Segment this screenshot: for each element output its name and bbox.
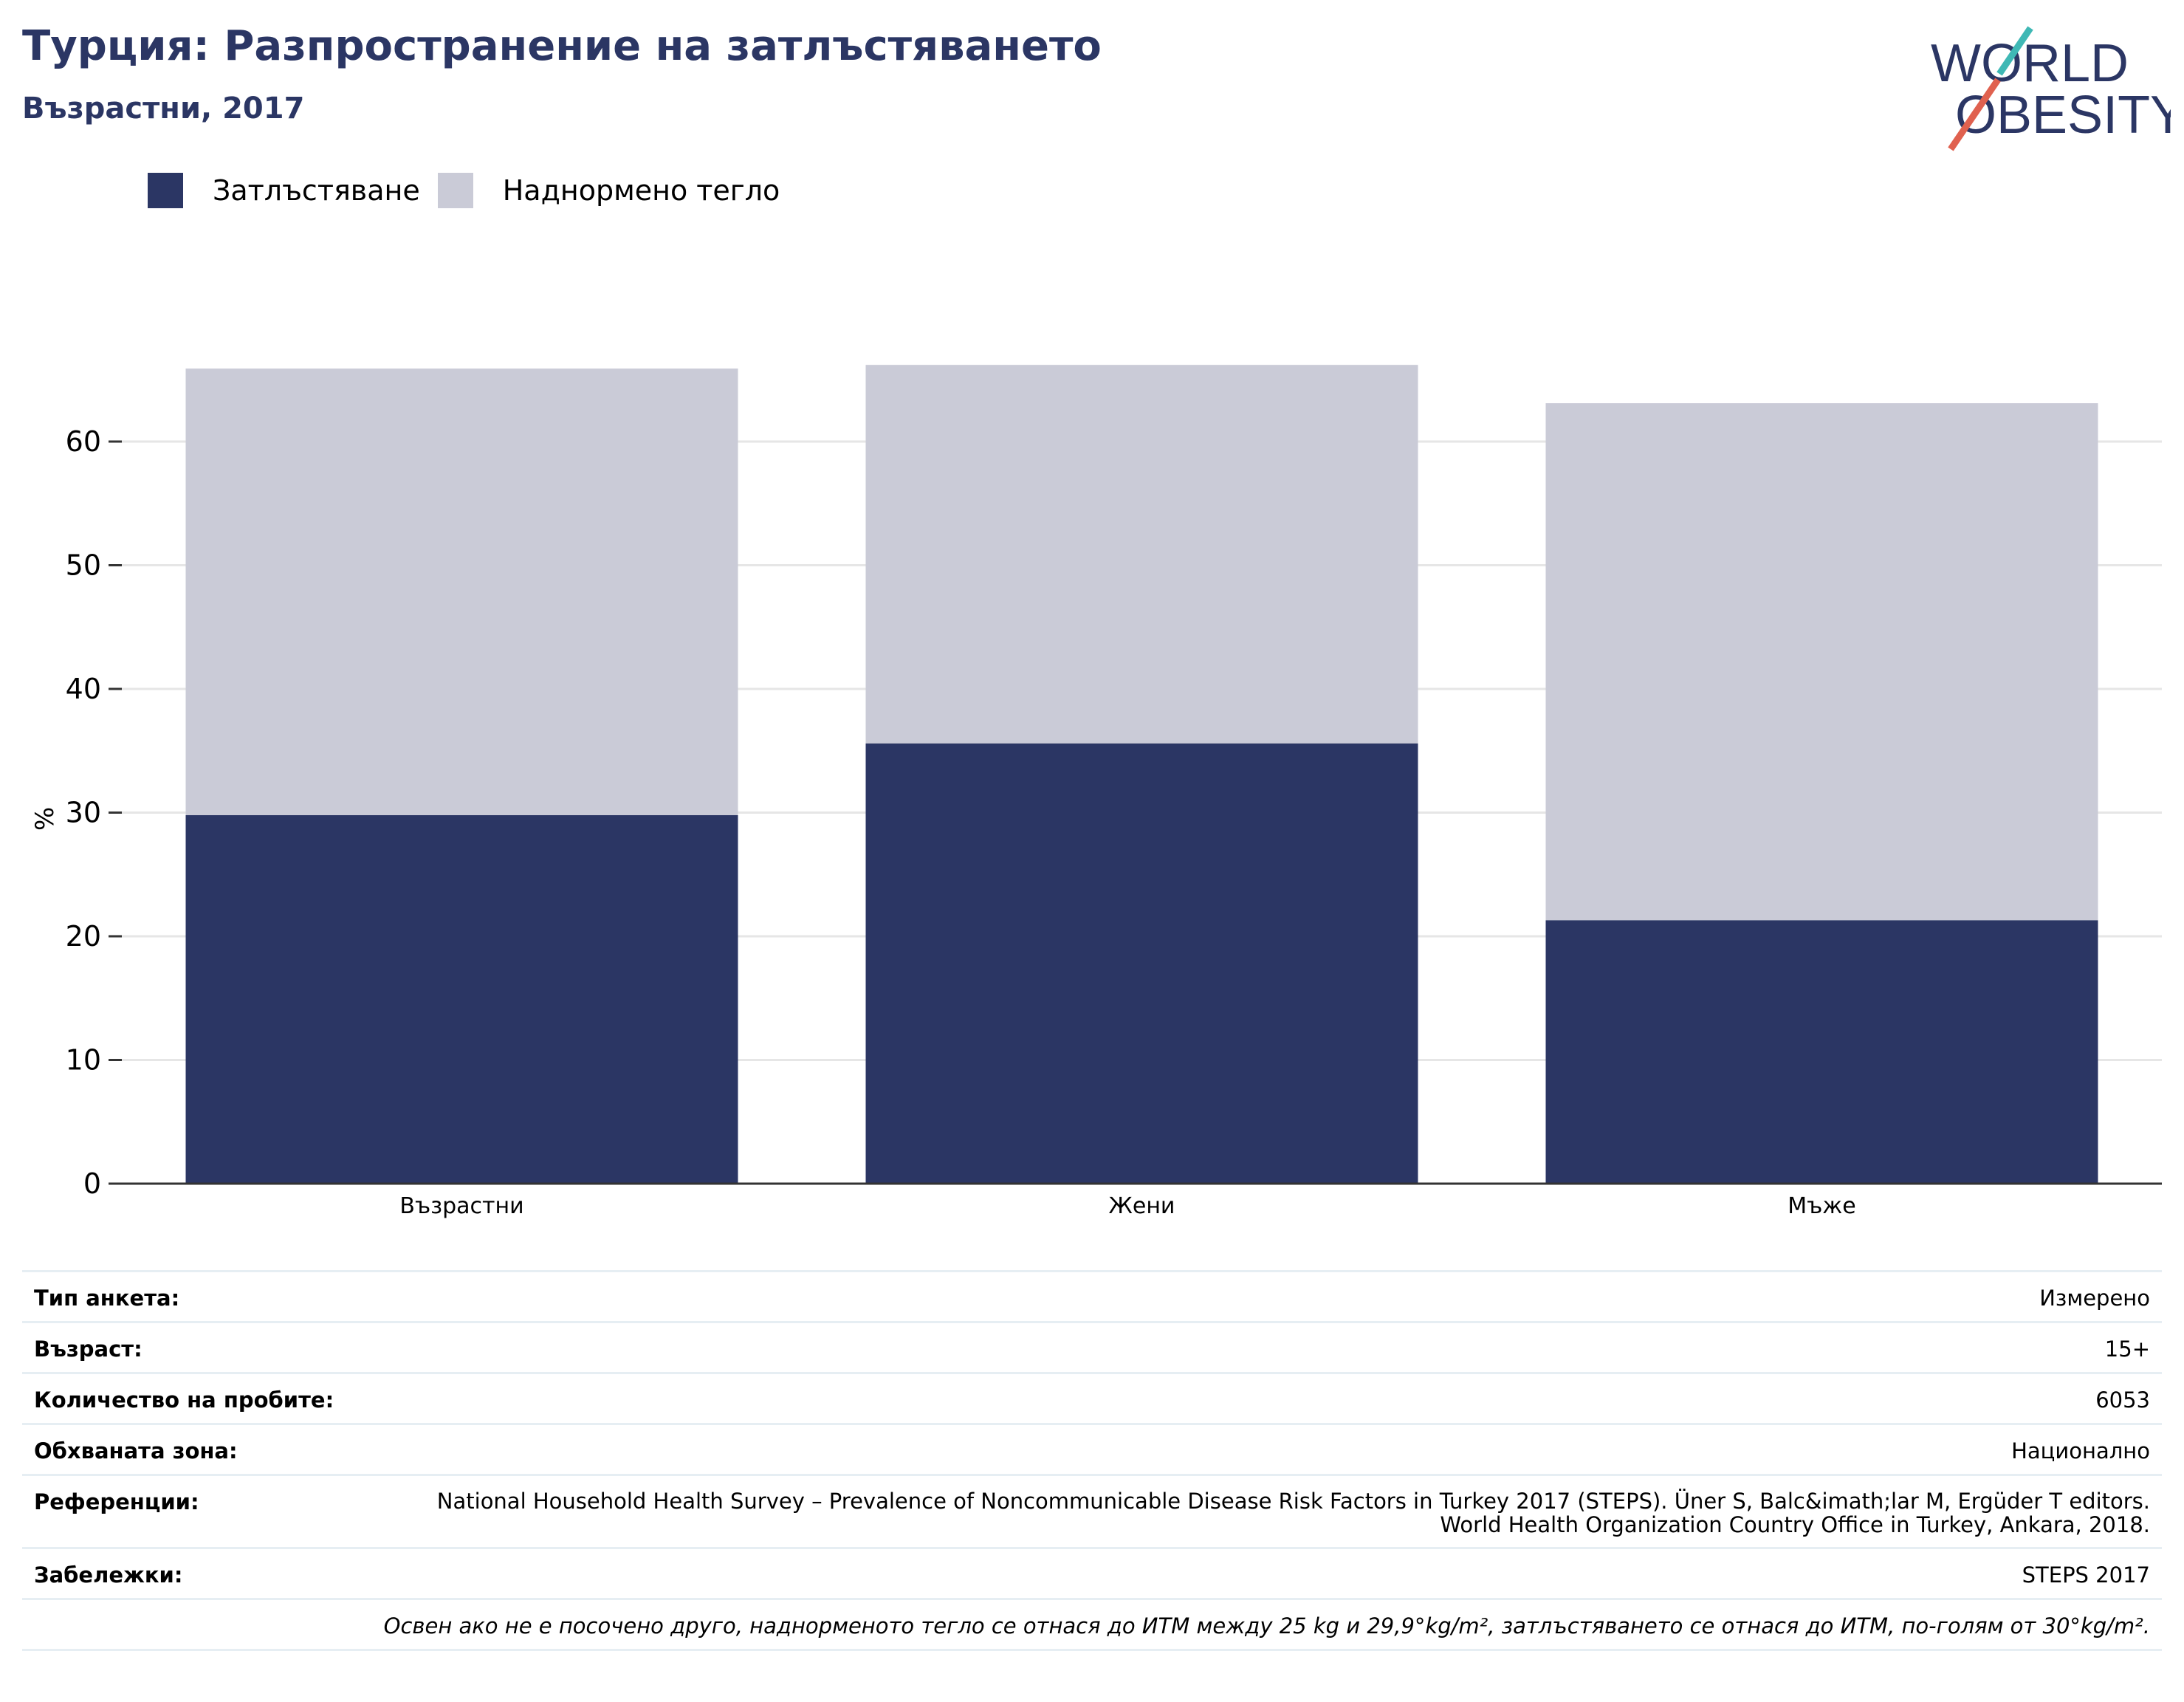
x-tick-label: Мъже xyxy=(1788,1193,1856,1219)
info-key: Референции: xyxy=(34,1489,199,1514)
x-tick-label: Възрастни xyxy=(399,1193,523,1219)
page-title: Турция: Разпространение на затлъстяванет… xyxy=(22,22,1102,70)
bar-obesity xyxy=(185,814,738,1184)
info-row-notes: Забележки: STEPS 2017 xyxy=(22,1547,2162,1598)
x-tick-label: Жени xyxy=(1109,1193,1175,1219)
logo-slash-teal xyxy=(1996,26,2033,76)
info-value: National Household Health Survey – Preva… xyxy=(436,1489,2150,1537)
legend: Затлъстяване Наднормено тегло xyxy=(148,171,797,210)
y-tick-label: 20 xyxy=(66,920,101,953)
y-tick-label: 10 xyxy=(66,1044,101,1077)
legend-item-overweight[interactable]: Наднормено тегло xyxy=(437,173,780,208)
legend-item-obesity[interactable]: Затлъстяване xyxy=(148,173,420,208)
info-value: STEPS 2017 xyxy=(2022,1562,2150,1588)
y-tick-label: 50 xyxy=(66,549,101,582)
bar-obesity xyxy=(1545,920,2098,1184)
legend-swatch-overweight xyxy=(437,173,473,208)
info-key: Тип анкета: xyxy=(34,1286,180,1311)
definition-note: Освен ако не е посочено друго, наднормен… xyxy=(22,1598,2162,1651)
info-row-area: Обхваната зона: Национално xyxy=(22,1423,2162,1474)
info-key: Количество на пробите: xyxy=(34,1387,334,1413)
info-value: Измерено xyxy=(2039,1286,2150,1311)
bar-chart: 0 10 20 30 40 50 60% Възрастни Жени Мъже xyxy=(30,365,2162,1219)
bar-overweight xyxy=(1545,403,2098,921)
info-row-sample-size: Количество на пробите: 6053 xyxy=(22,1372,2162,1423)
info-row-references: Референции: National Household Health Su… xyxy=(22,1474,2162,1547)
bar-overweight xyxy=(865,365,1418,744)
info-value: Национално xyxy=(2011,1438,2150,1463)
info-key: Възраст: xyxy=(34,1336,142,1362)
page-subtitle: Възрастни, 2017 xyxy=(22,92,305,126)
bar-obesity xyxy=(865,743,1418,1184)
legend-label-obesity: Затлъстяване xyxy=(213,174,420,207)
info-value: 6053 xyxy=(2095,1387,2150,1413)
legend-swatch-obesity xyxy=(148,173,183,208)
y-tick-label: 40 xyxy=(66,673,101,705)
info-row-survey-type: Тип анкета: Измерено xyxy=(22,1270,2162,1321)
logo-text-world: WORLD xyxy=(1931,34,2129,93)
legend-label-overweight: Наднормено тегло xyxy=(502,174,780,207)
y-tick-label: 0 xyxy=(83,1167,101,1200)
world-obesity-logo: WORLD OBESITY xyxy=(1931,26,2171,151)
info-key: Обхваната зона: xyxy=(34,1438,238,1463)
y-tick-label: 60 xyxy=(66,425,101,458)
y-axis-label: % xyxy=(30,807,60,831)
y-tick-label: 30 xyxy=(66,797,101,829)
info-key: Забележки: xyxy=(34,1562,183,1588)
survey-info-table: Тип анкета: Измерено Възраст: 15+ Количе… xyxy=(22,1270,2162,1651)
info-row-age: Възраст: 15+ xyxy=(22,1321,2162,1372)
bar-overweight xyxy=(185,368,738,815)
logo-slash-red xyxy=(1948,78,2001,151)
info-value: 15+ xyxy=(2104,1336,2150,1362)
